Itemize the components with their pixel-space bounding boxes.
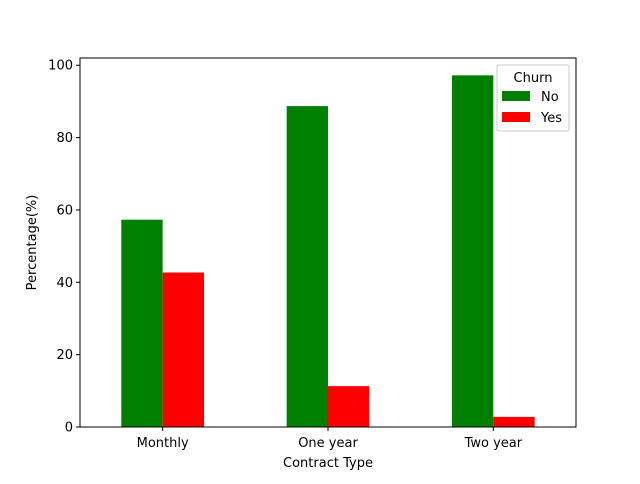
legend-entries: No Yes [502,90,562,126]
x-tick-label: Two year [464,436,523,451]
bar-no-two-year [452,75,494,428]
y-tick-label: 0 [65,421,73,436]
y-axis-label: Percentage(%) [25,195,40,291]
y-tick-label: 100 [48,59,73,74]
legend-title: Churn [514,71,553,86]
y-tick-label: 40 [56,276,73,291]
y-tick-label: 80 [56,131,73,146]
legend-label-yes: Yes [540,111,562,126]
legend-label-no: No [541,90,559,105]
bar-yes-monthly [162,272,204,427]
x-tick-label: Monthly [137,436,189,451]
x-axis-ticks: Monthly One year Two year [137,427,523,451]
y-tick-label: 20 [56,348,73,363]
legend-swatch-yes [502,112,530,122]
bar-yes-one-year [328,386,370,427]
bar-no-monthly [121,219,163,427]
x-axis-label: Contract Type [283,456,373,471]
legend-swatch-no [502,91,530,101]
y-axis-ticks: 0 20 40 60 80 100 [48,59,80,436]
x-tick-label: One year [298,436,358,451]
bar-yes-two-year [493,416,535,427]
y-tick-label: 60 [56,203,73,218]
legend: Churn No Yes [496,64,570,132]
bars-layer [121,75,535,428]
bar-no-one-year [286,106,328,428]
